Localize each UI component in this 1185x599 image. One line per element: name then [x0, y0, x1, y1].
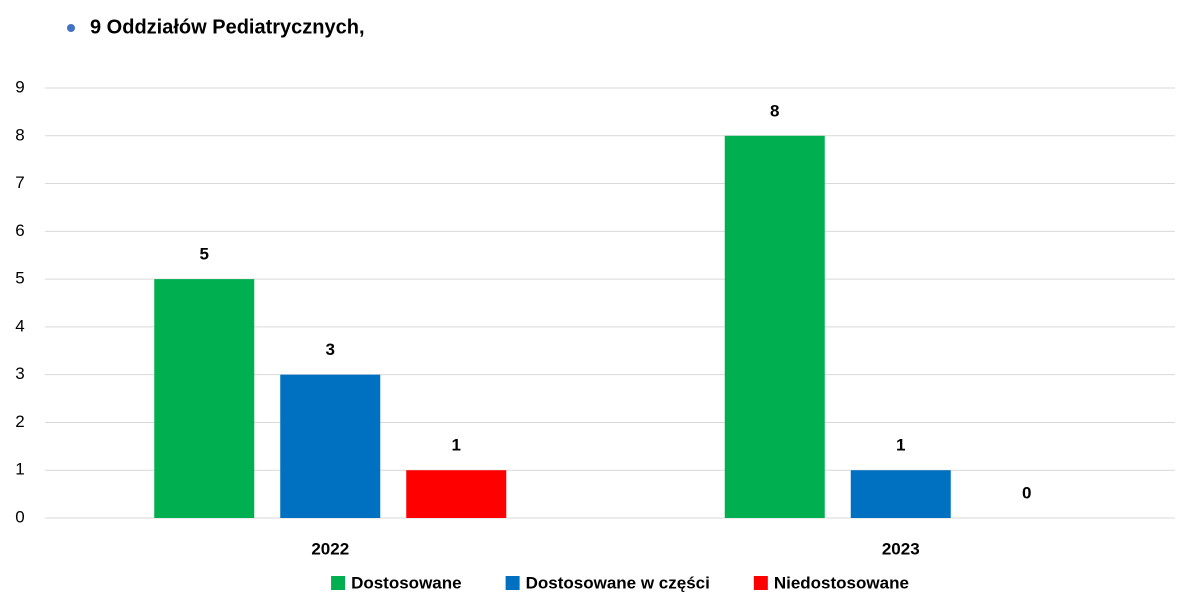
y-tick-label: 8 — [15, 125, 24, 144]
x-tick-label: 2022 — [311, 539, 349, 558]
legend-swatch — [505, 576, 520, 590]
y-tick-label: 9 — [15, 77, 24, 96]
y-tick-label: 4 — [15, 316, 24, 335]
legend-swatch — [753, 576, 768, 590]
x-tick-label: 2023 — [882, 539, 920, 558]
bar — [406, 470, 507, 518]
data-label: 5 — [200, 245, 209, 264]
legend-label: Niedostosowane — [774, 573, 909, 592]
data-label: 0 — [1022, 483, 1031, 502]
bar — [280, 374, 381, 518]
y-tick-label: 1 — [15, 460, 24, 479]
legend-label: Dostosowane w części — [526, 573, 710, 592]
bar — [724, 135, 825, 518]
bar — [850, 470, 951, 518]
legend: Dostosowane Dostosowane w części Niedostos… — [331, 573, 909, 592]
data-label: 3 — [326, 340, 335, 359]
bullet — [67, 24, 75, 32]
legend-swatch — [331, 576, 346, 590]
y-tick-label: 6 — [15, 221, 24, 240]
y-tick-label: 3 — [15, 364, 24, 383]
y-tick-label: 2 — [15, 412, 24, 431]
y-tick-label: 5 — [15, 269, 24, 288]
data-label: 1 — [896, 436, 905, 455]
y-tick-label: 7 — [15, 173, 24, 192]
y-tick-label: 0 — [15, 507, 24, 526]
bar — [154, 279, 255, 518]
data-label: 1 — [452, 436, 461, 455]
data-label: 8 — [770, 101, 779, 120]
legend-label: Dostosowane — [351, 573, 462, 592]
chart-title: 9 Oddziałów Pediatrycznych, — [90, 16, 365, 38]
